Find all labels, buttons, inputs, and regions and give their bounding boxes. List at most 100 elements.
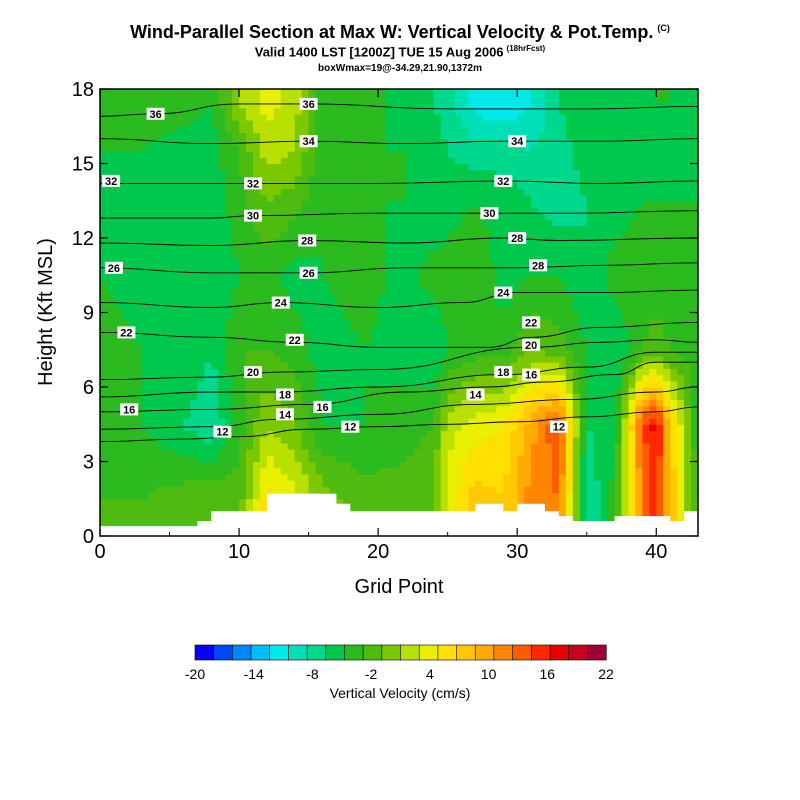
field-cell [315,337,324,345]
field-cell [204,324,212,332]
field-cell [246,231,254,239]
field-cell [169,175,178,183]
field-cell [141,300,150,307]
field-cell [134,287,143,295]
field-cell [392,312,400,320]
field-cell [565,175,574,183]
field-cell [440,188,449,196]
field-cell [412,175,421,183]
field-cell [239,393,247,400]
field-cell [190,95,198,102]
field-cell [419,318,428,326]
field-cell [419,356,428,363]
field-cell [308,89,317,96]
field-cell [426,188,435,196]
field-cell [225,126,233,134]
field-cell [273,337,282,345]
field-cell [148,411,157,419]
field-cell [190,430,198,438]
field-cell [127,250,136,258]
field-cell [399,200,407,208]
field-cell [412,337,421,345]
field-cell [524,101,532,109]
field-cell [531,356,539,363]
field-cell [100,356,108,363]
field-cell [176,262,185,270]
field-cell [148,244,157,251]
field-cell [287,399,296,407]
field-cell [489,200,497,208]
field-cell [253,430,261,438]
field-cell [558,312,567,320]
field-cell [489,461,497,469]
field-cell [246,287,254,295]
field-cell [496,442,504,450]
field-cell [169,275,178,283]
field-cell [496,498,504,506]
field-cell [169,188,178,196]
field-cell [475,324,484,332]
field-cell [315,95,324,102]
field-cell [259,492,268,500]
field-cell [148,126,157,134]
field-cell [273,89,282,96]
field-cell [134,312,143,320]
field-cell [197,387,205,394]
field-cell [433,126,442,134]
field-cell [127,144,136,152]
field-cell [113,281,122,289]
field-cell [412,207,421,214]
field-cell [253,362,261,369]
field-cell [468,300,477,307]
field-cell [204,151,212,158]
field-cell [169,169,178,177]
field-cell [127,151,136,158]
field-cell [183,126,191,134]
field-cell [343,436,351,444]
field-cell [371,126,379,134]
field-cell [545,455,553,463]
field-cell [148,144,157,152]
field-cell [524,399,532,407]
field-cell [419,194,428,202]
field-cell [447,269,456,276]
field-cell [524,362,532,369]
field-cell [510,144,518,152]
field-cell [538,399,546,407]
field-cell [259,207,268,214]
field-cell [218,356,226,363]
field-cell [141,467,150,475]
field-cell [545,219,553,227]
field-cell [489,337,497,345]
field-cell [454,480,463,487]
field-cell [558,231,567,239]
field-cell [308,442,317,450]
field-cell [552,101,560,109]
field-cell [218,324,226,332]
field-cell [322,207,331,214]
field-cell [107,238,115,245]
field-cell [517,343,525,351]
field-cell [162,492,171,500]
field-cell [308,244,317,251]
field-cell [545,194,553,202]
field-cell [565,492,574,500]
field-cell [552,126,560,134]
field-cell [190,157,198,165]
field-cell [204,194,212,202]
field-cell [239,120,247,127]
field-cell [572,300,581,307]
field-cell [120,275,129,283]
field-cell [100,424,108,432]
field-cell [343,455,351,463]
field-cell [204,511,212,518]
field-cell [141,256,150,264]
field-cell [197,188,205,196]
field-cell [579,418,588,425]
field-cell [517,467,525,475]
field-cell [357,300,365,307]
field-cell [120,182,129,189]
field-cell [517,89,525,96]
field-cell [197,219,205,227]
field-cell [503,442,511,450]
